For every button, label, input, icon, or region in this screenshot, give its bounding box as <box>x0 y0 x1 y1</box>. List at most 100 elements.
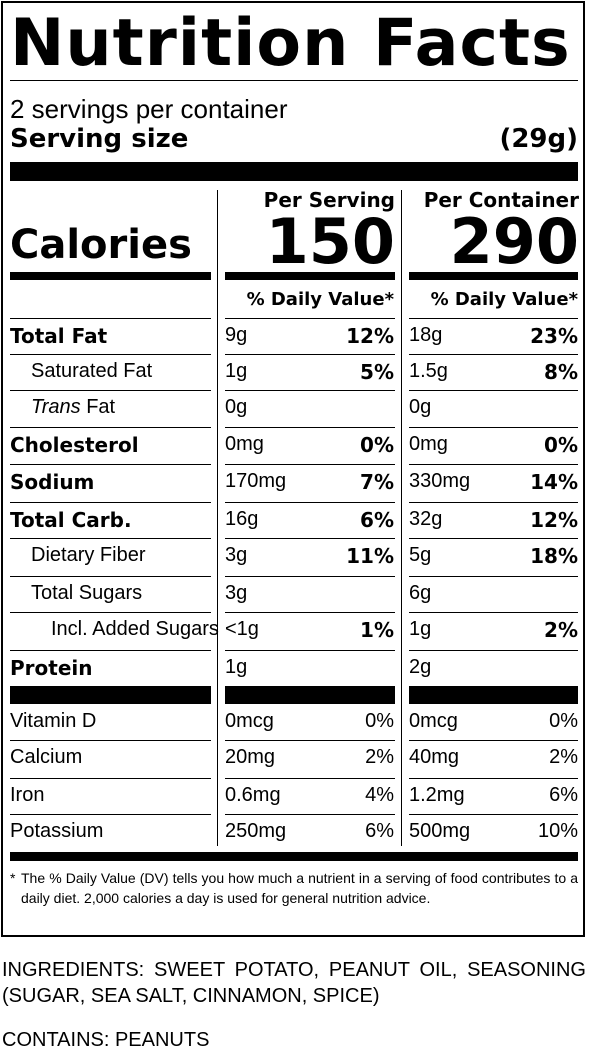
serving-amount: 1g <box>225 360 248 382</box>
container-amount: 0g <box>409 396 432 418</box>
row-rule-2 <box>225 464 395 465</box>
serving-amount: 3g <box>225 544 248 566</box>
container-daily-value: 0% <box>544 433 578 457</box>
serving-daily-value: 6% <box>360 508 394 532</box>
row-rule-dv-1 <box>10 318 211 319</box>
row-rule-3 <box>409 538 578 539</box>
row-rule-1 <box>10 354 211 355</box>
serving-daily-value: 12% <box>346 324 394 348</box>
nutrient-label: Saturated Fat <box>31 360 153 382</box>
nutrient-label: Trans Fat <box>31 396 115 419</box>
vitamin-label: Potassium <box>10 820 104 842</box>
title-rule <box>10 80 578 81</box>
container-amount: 5g <box>409 544 432 566</box>
container-amount: 1g <box>409 618 432 640</box>
container-amount: 1.5g <box>409 360 448 382</box>
nutrient-label: Protein <box>10 656 93 680</box>
vitamin-row-rule-3 <box>409 814 578 815</box>
footnote-asterisk: * <box>10 870 16 886</box>
row-rule-3 <box>409 464 578 465</box>
serving-amount: 0mg <box>225 433 264 455</box>
serving-amount: 3g <box>225 582 248 604</box>
row-rule-2 <box>225 390 395 391</box>
vitamin-row-rule-3 <box>409 778 578 779</box>
nutrient-label: Cholesterol <box>10 433 139 457</box>
container-amount: 2g <box>409 656 432 678</box>
container-daily-value: 23% <box>530 324 578 348</box>
vitamin-label: Calcium <box>10 746 83 768</box>
row-rule-2 <box>225 502 395 503</box>
container-amount: 0mg <box>409 433 448 455</box>
column-divider-1 <box>217 190 218 846</box>
nutrient-label: Total Fat <box>10 324 108 348</box>
row-rule-dv-3 <box>409 318 578 319</box>
per-container-header: Per Container <box>423 188 579 212</box>
allergen-contains: CONTAINS: PEANUTS <box>2 1029 210 1051</box>
container-amount: 18g <box>409 324 443 346</box>
serving-daily-value: 0% <box>360 433 394 457</box>
vitamin-row-rule-1 <box>10 814 211 815</box>
vitamin-container-daily-value: 0% <box>549 710 578 732</box>
servings-per-container: 2 servings per container <box>10 94 288 124</box>
row-rule-3 <box>409 354 578 355</box>
serving-amount: 9g <box>225 324 248 346</box>
column-divider-2 <box>401 190 402 846</box>
serving-amount: <1g <box>225 618 259 640</box>
footnote-text: The % Daily Value (DV) tells you how muc… <box>21 870 578 906</box>
vitamin-row-rule-3 <box>409 740 578 741</box>
vitamin-container-amount: 0mcg <box>409 710 458 732</box>
vitamin-container-daily-value: 10% <box>537 820 578 842</box>
serving-amount: 170mg <box>225 470 287 492</box>
vitamin-serving-daily-value: 0% <box>365 710 394 732</box>
row-rule-1 <box>10 390 211 391</box>
serving-size-value: (29g) <box>499 124 578 154</box>
calories-rule-mid <box>225 272 395 280</box>
container-amount: 6g <box>409 582 432 604</box>
row-rule-2 <box>225 576 395 577</box>
vitamin-serving-amount: 250mg <box>225 820 287 842</box>
vitamin-container-daily-value: 2% <box>549 746 578 768</box>
serving-daily-value: 1% <box>360 618 394 642</box>
thick-rule-bottom <box>10 852 578 861</box>
nutrient-label: Sodium <box>10 470 95 494</box>
row-rule-3 <box>409 502 578 503</box>
calories-per-container: 290 <box>449 205 579 278</box>
serving-amount: 0g <box>225 396 248 418</box>
container-daily-value: 14% <box>530 470 578 494</box>
vitamin-thick-rule-2 <box>225 686 395 704</box>
serving-daily-value: 11% <box>346 544 394 568</box>
row-rule-2 <box>225 612 395 613</box>
ingredients-text: INGREDIENTS: SWEET POTATO, PEANUT OIL, S… <box>2 959 586 1007</box>
container-daily-value: 12% <box>530 508 578 532</box>
calories-per-serving: 150 <box>265 205 395 278</box>
vitamin-label: Vitamin D <box>10 710 97 732</box>
serving-amount: 1g <box>225 656 248 678</box>
vitamin-container-daily-value: 6% <box>549 784 578 806</box>
per-serving-header: Per Serving <box>263 188 395 212</box>
calories-label: Calories <box>10 222 192 268</box>
container-amount: 32g <box>409 508 443 530</box>
row-rule-1 <box>10 538 211 539</box>
nutrient-label: Dietary Fiber <box>31 544 146 566</box>
vitamin-serving-amount: 20mg <box>225 746 276 768</box>
container-amount: 330mg <box>409 470 471 492</box>
calories-rule-left <box>10 272 211 280</box>
nutrient-label-italic: Trans <box>31 396 81 418</box>
row-rule-2 <box>225 354 395 355</box>
row-rule-3 <box>409 576 578 577</box>
vitamin-row-rule-1 <box>10 778 211 779</box>
nutrient-label: Incl. Added Sugars <box>51 618 219 640</box>
container-daily-value: 2% <box>544 618 578 642</box>
serving-daily-value: 7% <box>360 470 394 494</box>
daily-value-header-serving: % Daily Value* <box>246 289 394 310</box>
row-rule-2 <box>225 427 395 428</box>
row-rule-3 <box>409 427 578 428</box>
row-rule-2 <box>225 538 395 539</box>
row-rule-1 <box>10 464 211 465</box>
row-rule-3 <box>409 612 578 613</box>
vitamin-serving-daily-value: 6% <box>365 820 394 842</box>
thick-rule-top <box>10 162 578 181</box>
vitamin-container-amount: 500mg <box>409 820 471 842</box>
nutrient-label: Total Carb. <box>10 508 132 532</box>
daily-value-header-container: % Daily Value* <box>430 289 578 310</box>
